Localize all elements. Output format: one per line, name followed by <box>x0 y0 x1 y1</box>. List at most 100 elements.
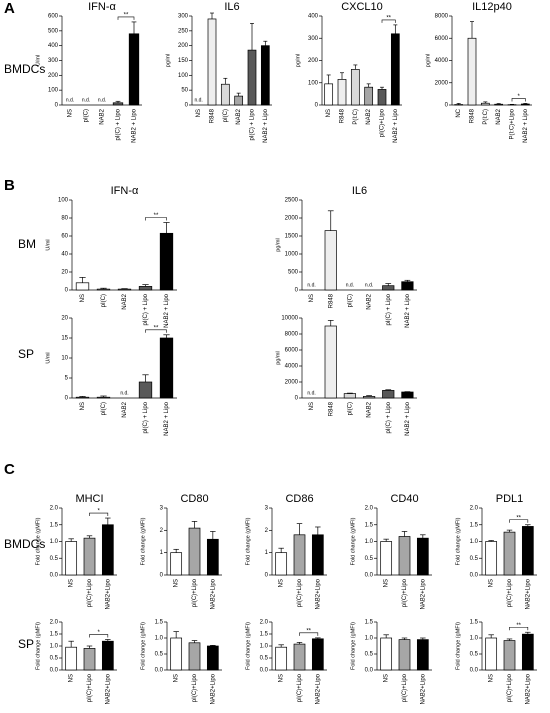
x-tick-label: NAB2 + Lipo <box>523 108 529 143</box>
bar <box>275 646 288 671</box>
bar <box>260 45 270 106</box>
bar <box>401 281 414 291</box>
y-tick-label: 0 <box>295 396 299 402</box>
y-tick-label: 8000 <box>285 332 299 338</box>
y-tick-label: 0.0 <box>365 573 374 579</box>
bar <box>324 83 334 106</box>
y-tick-label: 100 <box>178 73 189 79</box>
x-tick-label: pI(C)+Lipo <box>402 578 408 607</box>
y-tick-label: 100 <box>308 80 319 86</box>
bar <box>75 396 90 399</box>
y-tick-label: 0 <box>65 396 69 402</box>
y-tick-label: 400 <box>48 43 59 49</box>
bar <box>247 49 257 106</box>
chart-title: IL6 <box>352 185 367 197</box>
y-axis-label: pg/ml <box>165 54 171 67</box>
x-tick-label: NAB2 + Lipo <box>132 108 138 143</box>
bar <box>293 643 306 671</box>
y-axis-label: U/ml <box>45 352 51 363</box>
x-tick-label: NAB2+Lipo <box>420 673 426 704</box>
y-tick-label: 1.5 <box>50 632 59 638</box>
panel-label: C <box>4 461 15 478</box>
y-axis-label: pg/ml <box>295 54 301 67</box>
bar <box>159 232 174 291</box>
y-tick-label: 0 <box>315 103 319 109</box>
x-tick-label: pI(C)+Lipo <box>87 578 93 607</box>
x-tick-label: NAB2+Lipo <box>525 578 531 609</box>
x-tick-label: NAB2 <box>122 401 128 417</box>
significance-label: * <box>97 630 100 636</box>
y-tick-label: 200 <box>308 58 319 64</box>
x-tick-label: pI(C) + Lipo <box>143 293 149 325</box>
bar <box>170 552 183 576</box>
bar <box>65 541 78 576</box>
y-tick-label: 20 <box>61 270 68 276</box>
bar <box>485 637 498 671</box>
x-tick-label: pI(C)+Lipo <box>297 578 303 607</box>
x-tick-label: NAB2 <box>367 293 373 309</box>
y-tick-label: 10 <box>61 356 68 362</box>
significance-label: ** <box>516 623 521 629</box>
bar <box>398 536 411 576</box>
significance-label: * <box>517 94 520 100</box>
x-tick-label: NAB2 + Lipo <box>393 108 399 143</box>
x-tick-label: pI(C) <box>347 294 353 307</box>
bar <box>96 396 111 399</box>
x-tick-label: NS <box>489 579 495 587</box>
significance-label: ** <box>516 515 521 521</box>
significance-label: ** <box>154 213 159 219</box>
x-tick-label: NAB2 + Lipo <box>263 108 269 143</box>
x-tick-label: NAB2 <box>366 108 372 124</box>
bar <box>494 103 504 106</box>
x-tick-label: NAB2+Lipo <box>105 673 111 704</box>
y-axis-label: U/ml <box>35 55 41 66</box>
x-tick-label: P(I:C) <box>483 109 489 125</box>
significance-bracket <box>509 519 529 523</box>
x-tick-label: NS <box>384 674 390 682</box>
bar <box>521 526 534 576</box>
bar <box>96 288 111 291</box>
y-tick-label: 250 <box>178 28 189 34</box>
bar <box>206 645 219 671</box>
x-tick-label: pI(C) <box>223 109 229 122</box>
bar <box>112 102 124 106</box>
y-tick-label: 1.0 <box>365 636 374 642</box>
y-tick-label: 1000 <box>285 252 299 258</box>
chart-title: IFN-α <box>88 1 116 13</box>
bar <box>416 639 429 671</box>
bar <box>83 537 96 576</box>
row-label: BM <box>18 237 36 251</box>
x-tick-label: NS <box>326 109 332 117</box>
significance-label: ** <box>154 325 159 331</box>
x-tick-label: pI(C) <box>101 294 107 307</box>
significance-bracket <box>145 217 167 221</box>
bar <box>520 103 530 106</box>
bar <box>390 33 400 106</box>
y-tick-label: 300 <box>178 14 189 20</box>
bar <box>343 393 357 399</box>
y-tick-label: 0.0 <box>50 668 59 674</box>
y-axis-label: U/ml <box>45 239 51 250</box>
x-tick-label: pI(C)+Lipo <box>87 673 93 702</box>
y-tick-label: 2 <box>160 528 164 534</box>
y-tick-label: 0.5 <box>470 556 479 562</box>
bar <box>138 381 153 399</box>
y-tick-label: 100 <box>48 88 59 94</box>
y-axis-label: Fold change (gMFI) <box>245 622 251 670</box>
bar <box>380 541 393 576</box>
bar <box>101 640 114 671</box>
y-tick-label: 150 <box>178 58 189 64</box>
value-label: n.d. <box>194 97 202 103</box>
y-axis-label: pg/ml <box>425 54 431 67</box>
x-tick-label: NS <box>384 579 390 587</box>
y-tick-label: 2.0 <box>50 506 59 512</box>
x-tick-label: NS <box>80 402 86 410</box>
y-tick-label: 0.5 <box>365 556 374 562</box>
x-tick-label: NS <box>279 579 285 587</box>
chart-title: IL6 <box>224 1 239 13</box>
significance-label: ** <box>386 15 391 21</box>
y-axis-label: Fold change (gMFI) <box>35 517 41 565</box>
significance-label: * <box>97 509 100 515</box>
y-tick-label: 2 <box>265 528 269 534</box>
